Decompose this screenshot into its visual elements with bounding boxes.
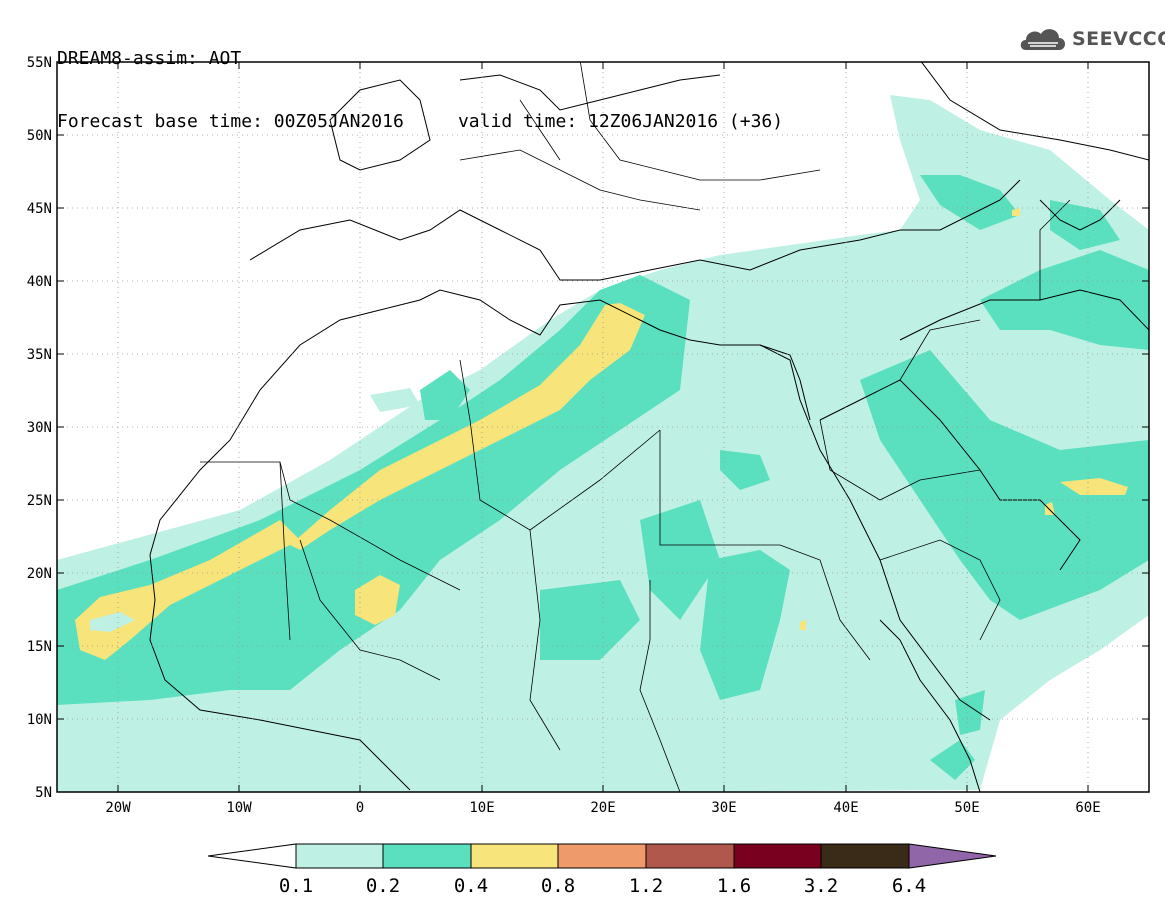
colorbar-swatch: [557, 843, 647, 869]
valid-time: valid time: 12Z06JAN2016 (+36): [457, 111, 784, 132]
lon-label: 20W: [105, 800, 131, 816]
colorbar-swatch-below: [207, 843, 297, 869]
aot-field-layer: [57, 95, 1149, 792]
colorbar-label: 0.4: [454, 875, 488, 897]
coastlines: [149, 62, 1149, 792]
lat-label: 25N: [27, 493, 52, 509]
cloud-logo-icon: [1020, 29, 1065, 50]
aot-level-0.1-holes: [90, 612, 135, 632]
lon-label: 30E: [711, 800, 736, 816]
colorbar-swatch-above: [908, 843, 997, 869]
country-borders: [200, 62, 1071, 792]
colorbar-swatch: [295, 843, 384, 869]
map-title: DREAM8-assim: AOT Forecast base time: 00…: [57, 6, 783, 153]
colorbar-label: 3.2: [804, 875, 838, 897]
colorbar: [207, 843, 997, 869]
lat-label: 15N: [27, 639, 52, 655]
graticule: [57, 62, 1149, 792]
colorbar-label: 6.4: [892, 875, 926, 897]
colorbar-swatch: [382, 843, 472, 869]
lat-label: 35N: [27, 347, 52, 363]
colorbar-labels: 0.1 0.2 0.4 0.8 1.2 1.6 3.2 6.4: [279, 875, 926, 897]
lat-label: 50N: [27, 128, 52, 144]
longitude-labels: 20W 10W 0 10E 20E 30E 40E 50E 60E: [105, 800, 1100, 816]
lon-label: 10W: [226, 800, 252, 816]
lat-label: 20N: [27, 566, 52, 582]
lat-label: 55N: [27, 55, 52, 71]
colorbar-swatch: [733, 843, 822, 869]
colorbar-label: 1.2: [629, 875, 663, 897]
lat-label: 5N: [35, 785, 52, 801]
lon-label: 0: [356, 800, 364, 816]
colorbar-label: 0.1: [279, 875, 313, 897]
title-times: Forecast base time: 00Z05JAN2016 valid t…: [57, 111, 783, 132]
forecast-base-time: Forecast base time: 00Z05JAN2016: [57, 111, 404, 132]
tick-marks: [57, 61, 1149, 793]
brand-name: SEEVCCC: [1072, 28, 1165, 50]
seevccc-logo: SEEVCCC: [1018, 24, 1165, 54]
colorbar-swatch: [645, 843, 735, 869]
lat-label: 10N: [27, 712, 52, 728]
latitude-labels: 55N 50N 45N 40N 35N 30N 25N 20N 15N 10N …: [27, 55, 52, 801]
lon-label: 50E: [954, 800, 979, 816]
title-product: DREAM8-assim: AOT: [57, 48, 242, 69]
colorbar-label: 0.8: [541, 875, 575, 897]
colorbar-label: 1.6: [717, 875, 751, 897]
colorbar-label: 0.2: [366, 875, 400, 897]
lon-label: 40E: [833, 800, 858, 816]
lon-label: 60E: [1075, 800, 1100, 816]
lat-label: 30N: [27, 420, 52, 436]
lat-label: 40N: [27, 274, 52, 290]
colorbar-swatch: [820, 843, 910, 869]
lat-label: 45N: [27, 201, 52, 217]
colorbar-swatch: [470, 843, 559, 869]
lon-label: 20E: [590, 800, 615, 816]
aot-level-0.4: [75, 208, 1128, 660]
lon-label: 10E: [469, 800, 494, 816]
